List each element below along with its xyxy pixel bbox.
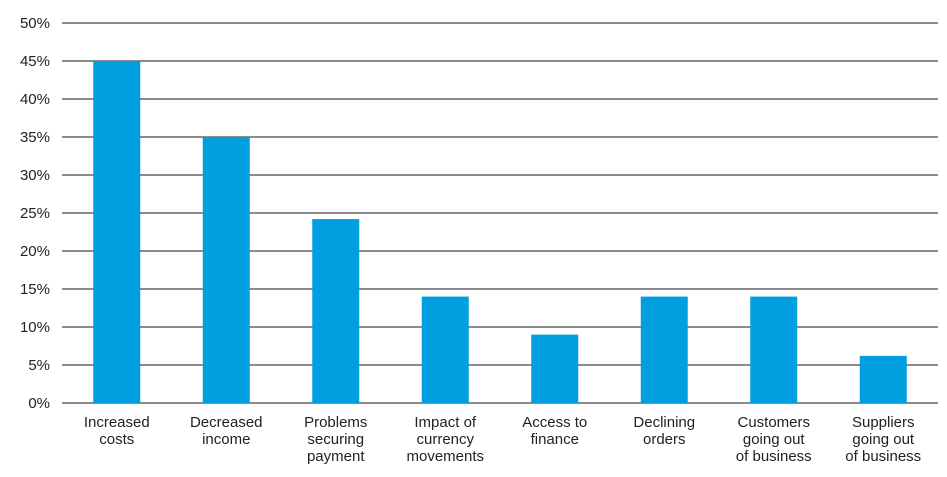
y-tick-label: 45%	[20, 53, 50, 70]
bars	[93, 61, 907, 403]
bar	[421, 296, 469, 403]
bar	[93, 61, 141, 403]
x-tick-label: Impact of currency movements	[406, 414, 484, 465]
bar	[750, 296, 798, 403]
y-tick-label: 0%	[28, 395, 50, 412]
x-tick-label-line: income	[202, 431, 250, 448]
x-tick-label: Increased costs	[84, 414, 150, 448]
x-tick-label-line: orders	[643, 431, 686, 448]
x-tick-label-line: Access to	[522, 414, 587, 431]
bar	[640, 296, 688, 403]
x-tick-label-line: payment	[307, 448, 365, 465]
x-tick-label-line: Problems	[304, 414, 367, 431]
bar	[202, 137, 250, 403]
x-tick-label-line: Increased	[84, 414, 150, 431]
x-tick-label: Declining orders	[633, 414, 695, 448]
x-tick-label-line: securing	[307, 431, 364, 448]
x-tick-label: Access to finance	[522, 414, 587, 448]
x-tick-label-line: Customers	[737, 414, 810, 431]
y-tick-label: 50%	[20, 15, 50, 32]
x-axis-ticks: Increased costs Decreased income Problems sec…	[84, 414, 921, 465]
x-tick-label-line: of business	[736, 448, 812, 465]
x-tick-label: Problems securing payment	[304, 414, 367, 465]
y-tick-label: 35%	[20, 129, 50, 146]
x-tick-label: Decreased income	[190, 414, 263, 448]
x-tick-label-line: Decreased	[190, 414, 263, 431]
y-tick-label: 5%	[28, 357, 50, 374]
x-tick-label-line: costs	[99, 431, 134, 448]
x-tick-label-line: Impact of	[414, 414, 477, 431]
y-tick-label: 10%	[20, 319, 50, 336]
x-tick-label-line: currency	[416, 431, 474, 448]
x-tick-label: Suppliers going out of business	[845, 414, 921, 465]
bar	[312, 219, 360, 403]
y-tick-label: 15%	[20, 281, 50, 298]
x-tick-label-line: going out	[743, 431, 806, 448]
x-tick-label-line: movements	[406, 448, 484, 465]
x-tick-label-line: Suppliers	[852, 414, 915, 431]
gridlines	[62, 22, 938, 404]
x-tick-label: Customers going out of business	[736, 414, 812, 465]
x-tick-label-line: finance	[531, 431, 579, 448]
x-tick-label-line: of business	[845, 448, 921, 465]
bar	[531, 334, 579, 403]
y-tick-label: 40%	[20, 91, 50, 108]
x-tick-label-line: going out	[852, 431, 915, 448]
y-tick-label: 20%	[20, 243, 50, 260]
x-tick-label-line: Declining	[633, 414, 695, 431]
y-tick-label: 30%	[20, 167, 50, 184]
bar	[859, 355, 907, 403]
y-tick-label: 25%	[20, 205, 50, 222]
y-axis-ticks: 0% 5% 10% 15% 20% 25% 30% 35% 40% 45% 50%	[20, 15, 50, 412]
